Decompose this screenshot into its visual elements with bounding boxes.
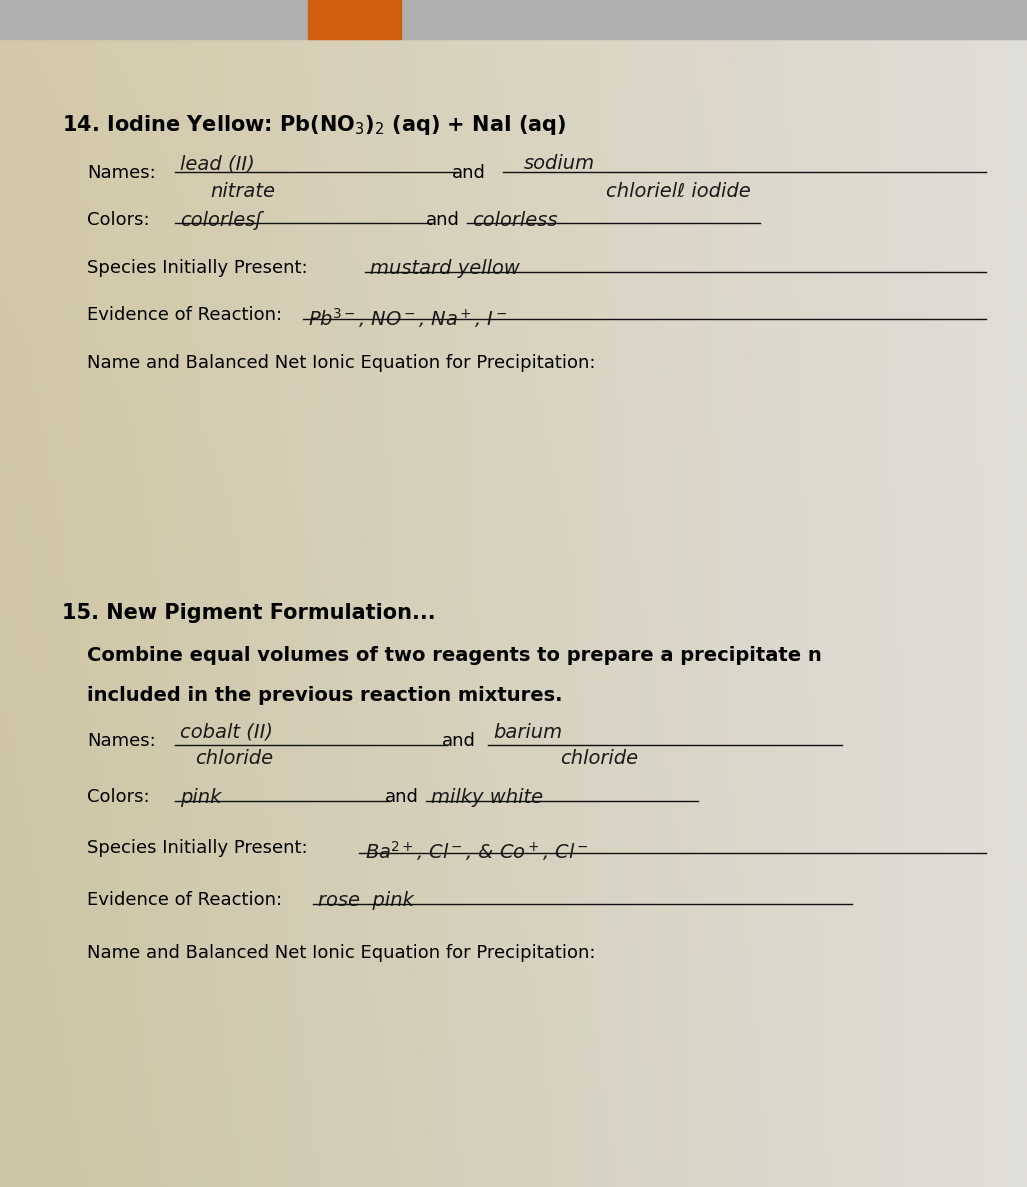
Text: chlorielℓ iodide: chlorielℓ iodide — [606, 182, 751, 201]
Text: chloride: chloride — [195, 749, 273, 768]
Text: included in the previous reaction mixtures.: included in the previous reaction mixtur… — [87, 686, 563, 705]
Text: Species Initially Present:: Species Initially Present: — [87, 259, 308, 277]
Text: Evidence of Reaction:: Evidence of Reaction: — [87, 306, 282, 324]
Text: 15. New Pigment Formulation...: 15. New Pigment Formulation... — [62, 603, 435, 623]
Text: lead (II): lead (II) — [180, 154, 255, 173]
Text: nitrate: nitrate — [211, 182, 275, 201]
Text: mustard yellow: mustard yellow — [370, 259, 520, 278]
Text: pink: pink — [180, 788, 221, 807]
Text: Name and Balanced Net Ionic Equation for Precipitation:: Name and Balanced Net Ionic Equation for… — [87, 944, 596, 961]
Text: and: and — [426, 211, 460, 229]
Text: Pb$^{3-}$, NO$^-$, Na$^+$, I$^-$: Pb$^{3-}$, NO$^-$, Na$^+$, I$^-$ — [308, 306, 507, 330]
Text: Colors:: Colors: — [87, 788, 150, 806]
Text: 14. Iodine Yellow: Pb(NO$_3$)$_2$ (aq) + NaI (aq): 14. Iodine Yellow: Pb(NO$_3$)$_2$ (aq) +… — [62, 113, 566, 137]
Text: Names:: Names: — [87, 732, 156, 750]
Text: sodium: sodium — [524, 154, 595, 173]
Text: Species Initially Present:: Species Initially Present: — [87, 839, 308, 857]
Text: and: and — [442, 732, 476, 750]
Text: milky white: milky white — [431, 788, 543, 807]
Text: cobalt (II): cobalt (II) — [180, 723, 273, 742]
Bar — [0, 0, 1027, 39]
Text: Colors:: Colors: — [87, 211, 150, 229]
Text: barium: barium — [493, 723, 562, 742]
Bar — [308, 0, 401, 39]
Text: Evidence of Reaction:: Evidence of Reaction: — [87, 891, 282, 909]
Text: Combine equal volumes of two reagents to prepare a precipitate n: Combine equal volumes of two reagents to… — [87, 646, 822, 665]
Text: Name and Balanced Net Ionic Equation for Precipitation:: Name and Balanced Net Ionic Equation for… — [87, 354, 596, 372]
Text: and: and — [385, 788, 419, 806]
Text: Ba$^{2+}$, Cl$^-$, & Co$^+$, Cl$^-$: Ba$^{2+}$, Cl$^-$, & Co$^+$, Cl$^-$ — [365, 839, 588, 863]
Text: Names:: Names: — [87, 164, 156, 182]
Text: colorlesʃ: colorlesʃ — [180, 211, 262, 230]
Text: colorless: colorless — [472, 211, 558, 230]
Text: rose  pink: rose pink — [318, 891, 414, 910]
Text: and: and — [452, 164, 486, 182]
Text: chloride: chloride — [560, 749, 638, 768]
